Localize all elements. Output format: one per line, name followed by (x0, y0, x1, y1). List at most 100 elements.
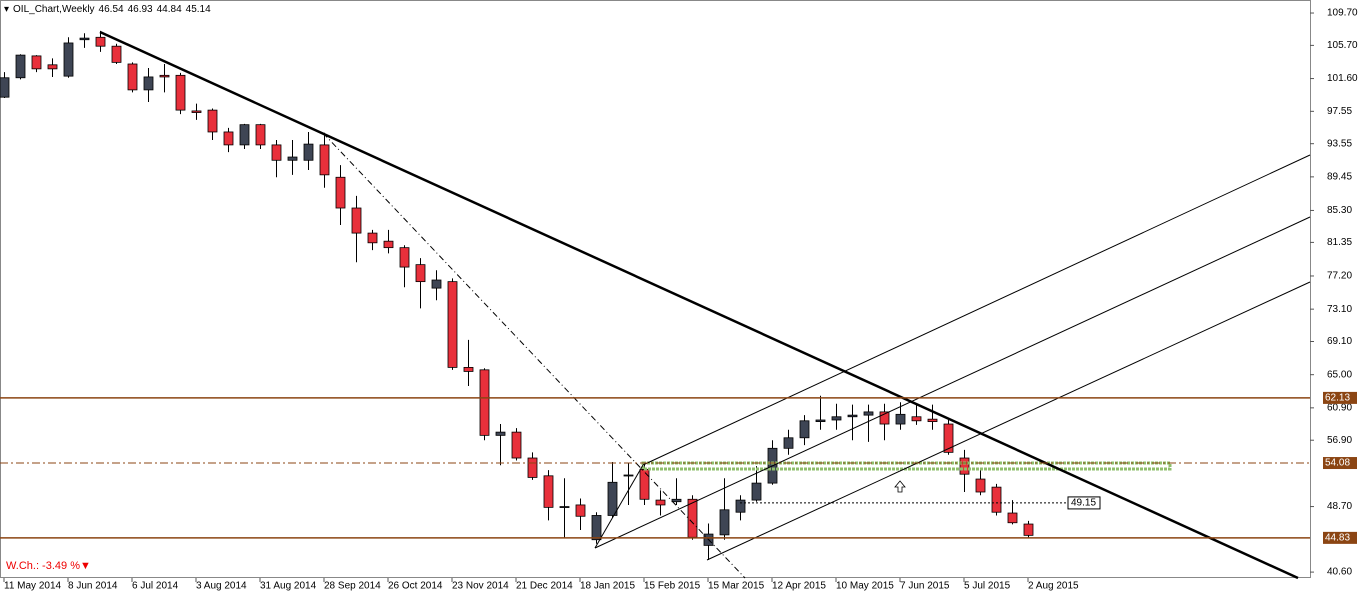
y-tick-label: 109.70 (1327, 8, 1358, 19)
weekly-change: W.Ch.: -3.49 %▼ (6, 560, 91, 572)
menu-triangle: ▾ (4, 4, 10, 15)
candle-body (527, 457, 538, 478)
candle-body (191, 110, 202, 113)
candle-body (207, 109, 218, 133)
candle-body (511, 431, 522, 459)
candle-body (0, 77, 10, 98)
x-tick-label: 5 Jul 2015 (964, 581, 1011, 592)
x-tick-label: 11 May 2014 (4, 581, 62, 592)
candle-body (95, 36, 106, 47)
header: ▾ OIL_Chart,Weekly 46.54 46.93 44.84 45.… (4, 4, 211, 15)
candle-body (335, 176, 346, 209)
level-label: 62.13 (1325, 393, 1350, 404)
y-tick-label: 105.70 (1327, 40, 1358, 51)
marker-level-box (1067, 496, 1101, 510)
candle-body (303, 143, 314, 161)
marker-level-label: 49.15 (1071, 498, 1096, 509)
candle-body (463, 366, 474, 372)
level-label-box (1323, 391, 1357, 404)
x-tick-label: 3 Aug 2014 (196, 581, 247, 592)
channel-line (706, 281, 1311, 561)
candle-body (415, 264, 426, 283)
candle-body (271, 144, 282, 161)
y-tick-label: 97.55 (1327, 106, 1352, 117)
x-tick-label: 21 Dec 2014 (516, 581, 573, 592)
candle-body (319, 144, 330, 176)
y-tick-label: 56.90 (1327, 435, 1352, 446)
y-tick-label: 69.10 (1327, 336, 1352, 347)
candle-body (591, 515, 602, 541)
y-tick-label: 48.70 (1327, 501, 1352, 512)
y-tick-label: 60.90 (1327, 402, 1352, 413)
y-tick-label: 101.60 (1327, 73, 1358, 84)
drawn-objects (0, 30, 1311, 580)
level-label-box (1323, 457, 1357, 470)
candle-body (719, 509, 730, 536)
level-label: 54.08 (1325, 458, 1350, 469)
y-tick-label: 89.45 (1327, 172, 1352, 183)
x-tick-label: 15 Feb 2015 (644, 581, 701, 592)
candle-body (991, 486, 1002, 513)
candle-body (959, 457, 970, 475)
trend-line (99, 30, 1299, 580)
candle-body (367, 232, 378, 244)
candle-body (911, 416, 922, 422)
candle-body (287, 156, 298, 161)
candle-body (447, 281, 458, 368)
last-low: 44.84 (156, 4, 182, 15)
candle-body (1023, 523, 1034, 536)
candle-body (847, 414, 858, 418)
candle-body (895, 413, 906, 425)
x-tick-label: 12 Apr 2015 (772, 581, 826, 592)
candle-body (255, 124, 266, 146)
candle-body (143, 76, 154, 91)
candle-body (639, 468, 650, 500)
x-tick-label: 26 Oct 2014 (388, 581, 443, 592)
candle-body (1007, 512, 1018, 524)
y-tick-label: 77.20 (1327, 271, 1352, 282)
x-tick-label: 6 Jul 2014 (132, 581, 179, 592)
last-close: 45.14 (185, 4, 211, 15)
candle-body (239, 124, 250, 146)
x-tick-label: 7 Jun 2015 (900, 581, 950, 592)
last-high: 46.93 (127, 4, 153, 15)
candle-body (127, 63, 138, 91)
chart-title: OIL_Chart,Weekly (13, 4, 95, 15)
candle-body (399, 247, 410, 268)
candle-body (47, 64, 58, 70)
candle-body (79, 37, 90, 41)
candle-body (431, 279, 442, 289)
candle-body (15, 54, 26, 79)
plot-frame (0, 0, 1311, 578)
x-tick-label: 2 Aug 2015 (1028, 581, 1079, 592)
dash-trend-line (322, 132, 746, 579)
channel-line (642, 154, 1311, 466)
candle-body (575, 504, 586, 517)
candle-body (111, 45, 122, 63)
candle-body (63, 42, 74, 77)
candle-body (223, 131, 234, 146)
candle-body (687, 498, 698, 538)
candle-body (495, 431, 506, 436)
level-label-box (1323, 531, 1357, 544)
candle-body (783, 437, 794, 449)
candle-body (383, 240, 394, 249)
candle-body (927, 418, 938, 423)
x-tick-label: 23 Nov 2014 (452, 581, 509, 592)
y-tick-label: 40.60 (1327, 567, 1352, 578)
candle-body (975, 478, 986, 493)
down-triangle: ▼ (79, 560, 91, 572)
candle-body (31, 55, 42, 70)
candle-body (831, 416, 842, 421)
candle-body (815, 419, 826, 423)
candle-body (863, 411, 874, 416)
channel-line (594, 464, 644, 549)
candle-body (159, 74, 170, 78)
candle-body (751, 482, 762, 501)
x-tick-label: 8 Jun 2014 (68, 581, 118, 592)
y-tick-label: 85.30 (1327, 205, 1352, 216)
candle-body (943, 423, 954, 453)
x-tick-label: 10 May 2015 (836, 581, 894, 592)
last-open: 46.54 (98, 4, 124, 15)
